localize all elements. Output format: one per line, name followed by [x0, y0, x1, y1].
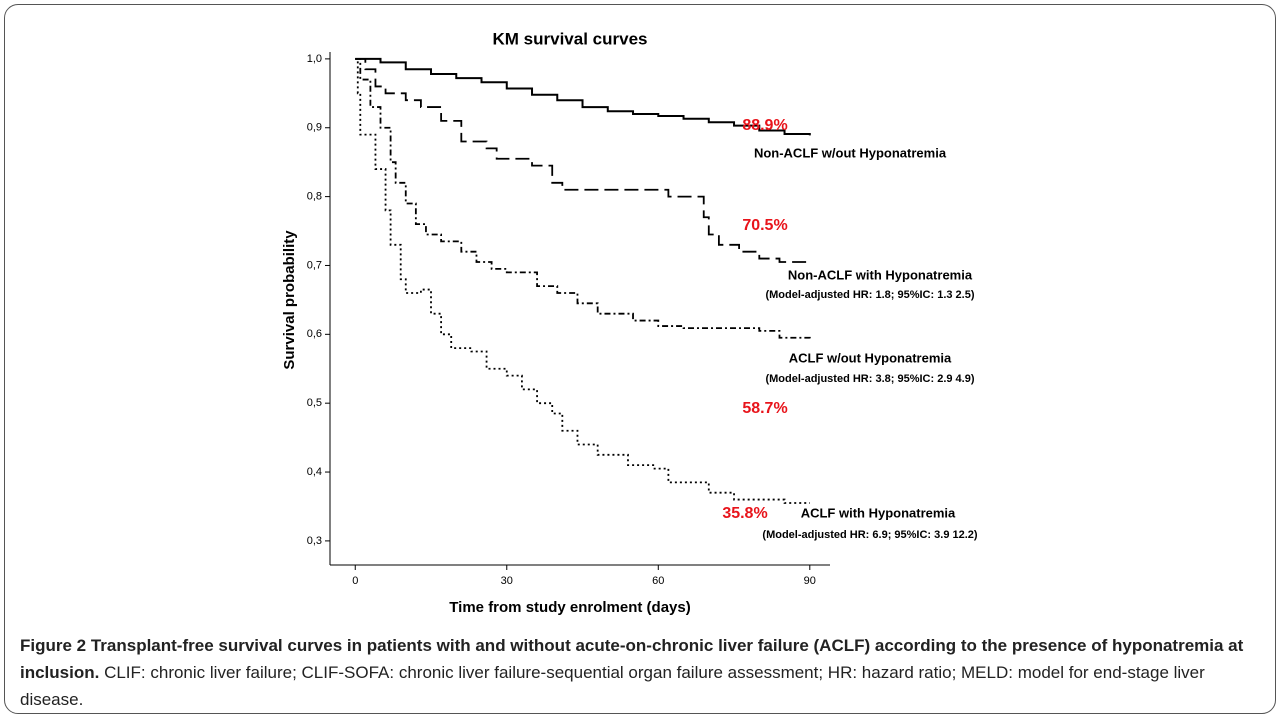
x-tick-label: 30 [501, 575, 513, 587]
series-label: Non-ACLF with Hyponatremia [788, 267, 973, 282]
end-label: 35.8% [722, 505, 767, 522]
survival-curve [355, 57, 810, 263]
x-tick-label: 90 [804, 575, 816, 587]
y-tick-label: 0,8 [307, 191, 322, 203]
chart-title: KM survival curves [493, 29, 648, 48]
y-tick-label: 1,0 [307, 53, 322, 65]
end-label: 70.5% [742, 217, 787, 234]
series-label: Non-ACLF w/out Hyponatremia [754, 145, 947, 160]
survival-curve [355, 57, 811, 136]
end-label: 88.9% [742, 117, 787, 134]
figure-frame [4, 4, 1276, 714]
y-tick-label: 0,3 [307, 535, 322, 547]
caption-title: Figure 2 Transplant-free survival curves… [20, 636, 1244, 682]
caption: Figure 2 Transplant-free survival curves… [20, 632, 1270, 713]
x-axis-label: Time from study enrolment (days) [449, 599, 690, 616]
y-axis-label: Survival probability [281, 230, 298, 370]
series-note: (Model-adjusted HR: 6.9; 95%IC: 3.9 12.2… [762, 529, 977, 541]
y-tick-label: 0,4 [307, 466, 322, 478]
end-label: 58.7% [742, 400, 787, 417]
x-tick-label: 60 [652, 575, 664, 587]
series-label: ACLF with Hyponatremia [801, 505, 956, 520]
survival-curve [355, 57, 811, 340]
chart: KM survival curves Time from study enrol… [281, 29, 978, 616]
caption-text: CLIF: chronic liver failure; CLIF-SOFA: … [20, 663, 1205, 709]
series-label: ACLF w/out Hyponatremia [789, 350, 952, 365]
series-note: (Model-adjusted HR: 1.8; 95%IC: 1.3 2.5) [765, 289, 974, 301]
series-note: (Model-adjusted HR: 3.8; 95%IC: 2.9 4.9) [765, 373, 974, 385]
y-tick-label: 0,9 [307, 122, 322, 134]
x-tick-label: 0 [352, 575, 358, 587]
y-tick-label: 0,7 [307, 259, 322, 271]
survival-curve [355, 57, 810, 504]
y-tick-label: 0,6 [307, 328, 322, 340]
y-tick-label: 0,5 [307, 397, 322, 409]
